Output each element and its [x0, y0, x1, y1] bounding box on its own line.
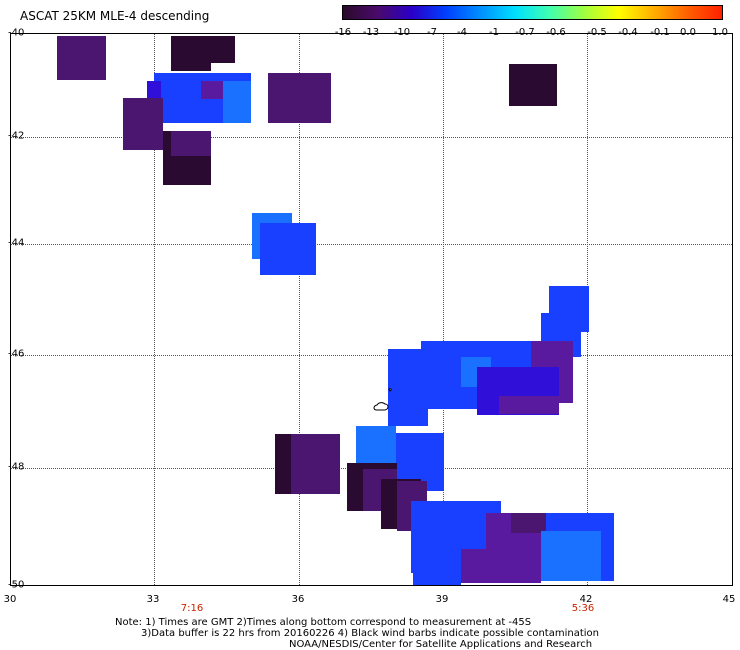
- wind-swath-cell: [260, 223, 316, 275]
- x-axis-label: 42: [579, 594, 593, 605]
- x-axis-label: 36: [291, 594, 305, 605]
- y-axis-label: -48: [8, 461, 25, 473]
- y-axis-label: -44: [8, 237, 25, 249]
- x-axis-label: 33: [146, 594, 160, 605]
- wind-swath-cell: [293, 73, 331, 101]
- colorbar: [342, 5, 723, 20]
- colorbar-tick: -10: [393, 27, 411, 38]
- note-line-1: Note: 1) Times are GMT 2)Times along bot…: [115, 617, 532, 628]
- map-title: ASCAT 25KM MLE-4 descending: [20, 9, 210, 23]
- wind-swath-cell: [171, 56, 211, 71]
- wind-swath-cell: [388, 396, 428, 426]
- colorbar-tick: -0.1: [650, 27, 670, 38]
- note-line-3: NOAA/NESDIS/Center for Satellite Applica…: [289, 639, 593, 650]
- x-axis-label: 45: [722, 594, 736, 605]
- y-axis-label: -42: [8, 130, 25, 142]
- grid-line-lon-39: [443, 34, 444, 585]
- wind-swath-cell: [123, 98, 163, 150]
- grid-line-lon-33: [154, 34, 155, 585]
- wind-swath-cell: [499, 396, 559, 414]
- wind-swath-cell: [223, 81, 251, 123]
- wind-swath-cell: [413, 571, 461, 585]
- grid-line-lat-44: [11, 244, 732, 245]
- colorbar-tick: -0.5: [587, 27, 607, 38]
- wind-swath-cell: [57, 36, 106, 80]
- time-label-right: 5:36: [571, 603, 595, 614]
- x-axis-label: 39: [435, 594, 449, 605]
- island-outline: [373, 388, 392, 411]
- y-axis-label: -40: [8, 27, 25, 39]
- y-axis-label: -46: [8, 348, 25, 360]
- colorbar-tick: -0.4: [618, 27, 638, 38]
- colorbar-tick: -0.7: [515, 27, 535, 38]
- colorbar-tick: -4: [457, 27, 467, 38]
- colorbar-tick: -0.6: [546, 27, 566, 38]
- wind-swath-cell: [356, 426, 396, 466]
- note-line-2: 3)Data buffer is 22 hrs from 20160226 4)…: [141, 628, 599, 639]
- colorbar-tick: 1.0: [712, 27, 728, 38]
- wind-swath-cell: [461, 549, 541, 583]
- wind-swath-cell: [509, 64, 557, 106]
- wind-swath-cell: [171, 131, 211, 156]
- colorbar-tick: -16: [334, 27, 352, 38]
- colorbar-tick: 0.0: [680, 27, 696, 38]
- colorbar-tick: -7: [427, 27, 437, 38]
- grid-line-lat-42: [11, 137, 732, 138]
- y-axis-label: -50: [8, 579, 25, 591]
- x-axis-label: 30: [3, 594, 17, 605]
- wind-swath-cell: [291, 434, 340, 494]
- colorbar-tick: -1: [489, 27, 499, 38]
- grid-line-lon-36: [299, 34, 300, 585]
- plot-area: [10, 33, 733, 586]
- colorbar-tick: -13: [362, 27, 380, 38]
- grid-line-lat-46: [11, 355, 732, 356]
- wind-swath-cell: [541, 531, 601, 581]
- time-label-left: 7:16: [180, 603, 204, 614]
